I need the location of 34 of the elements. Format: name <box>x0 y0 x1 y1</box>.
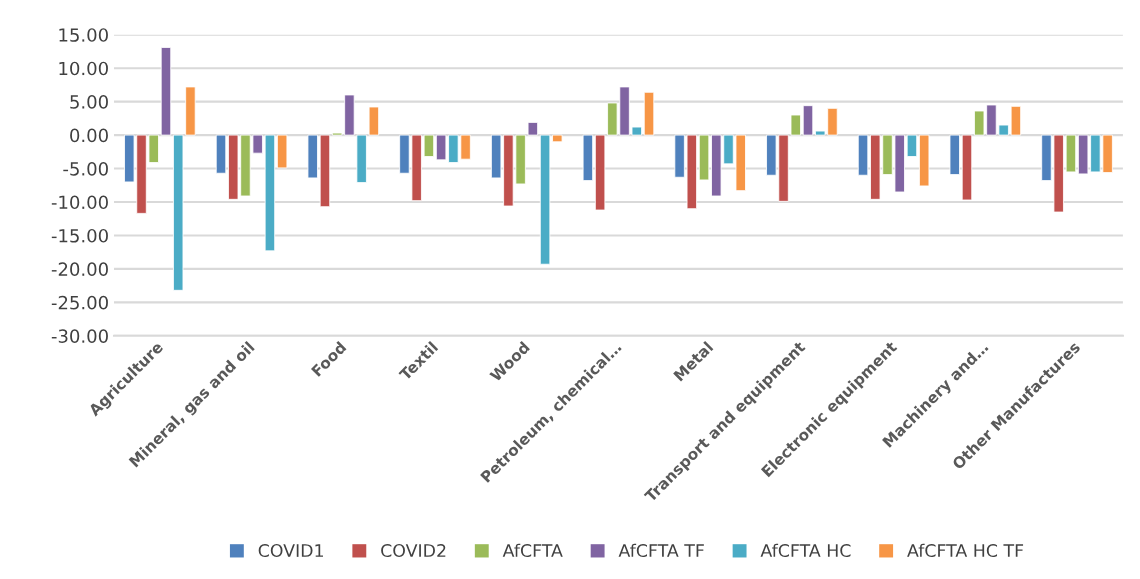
y-tick-label: -10.00 <box>51 195 108 210</box>
bar <box>264 134 276 252</box>
legend-label: AfCFTA TF <box>618 543 704 558</box>
bar <box>1065 134 1077 173</box>
bar <box>215 134 227 174</box>
y-tick-label: 10.00 <box>59 61 108 76</box>
legend-label: AfCFTA HC TF <box>907 543 1024 558</box>
legend-label: COVID1 <box>258 543 323 558</box>
y-tick-label: 5.00 <box>70 95 108 109</box>
y-tick-label: 0.00 <box>70 128 108 143</box>
legend-label: AfCFTA <box>502 543 563 558</box>
y-tick-label: -20.00 <box>51 262 108 277</box>
bar <box>160 47 172 136</box>
bar <box>802 105 814 136</box>
y-tick-label: 15.00 <box>59 28 108 42</box>
y-tick-label: -25.00 <box>51 295 108 310</box>
bar <box>643 91 655 136</box>
bar <box>539 134 551 265</box>
bar <box>961 134 973 201</box>
bar <box>307 134 318 179</box>
y-tick-label: -30.00 <box>51 329 108 343</box>
bar <box>906 134 918 157</box>
bar <box>582 134 594 182</box>
bar <box>276 134 288 169</box>
bar <box>552 134 563 143</box>
y-tick-label: -15.00 <box>51 228 108 243</box>
bar <box>949 134 960 175</box>
y-tick-label: -5.00 <box>63 162 108 176</box>
bar <box>698 134 710 181</box>
bar <box>918 134 930 187</box>
legend-label: AfCFTA HC <box>760 543 851 558</box>
legend-label: COVID2 <box>381 543 446 558</box>
bar <box>319 134 331 208</box>
bar <box>857 134 869 176</box>
